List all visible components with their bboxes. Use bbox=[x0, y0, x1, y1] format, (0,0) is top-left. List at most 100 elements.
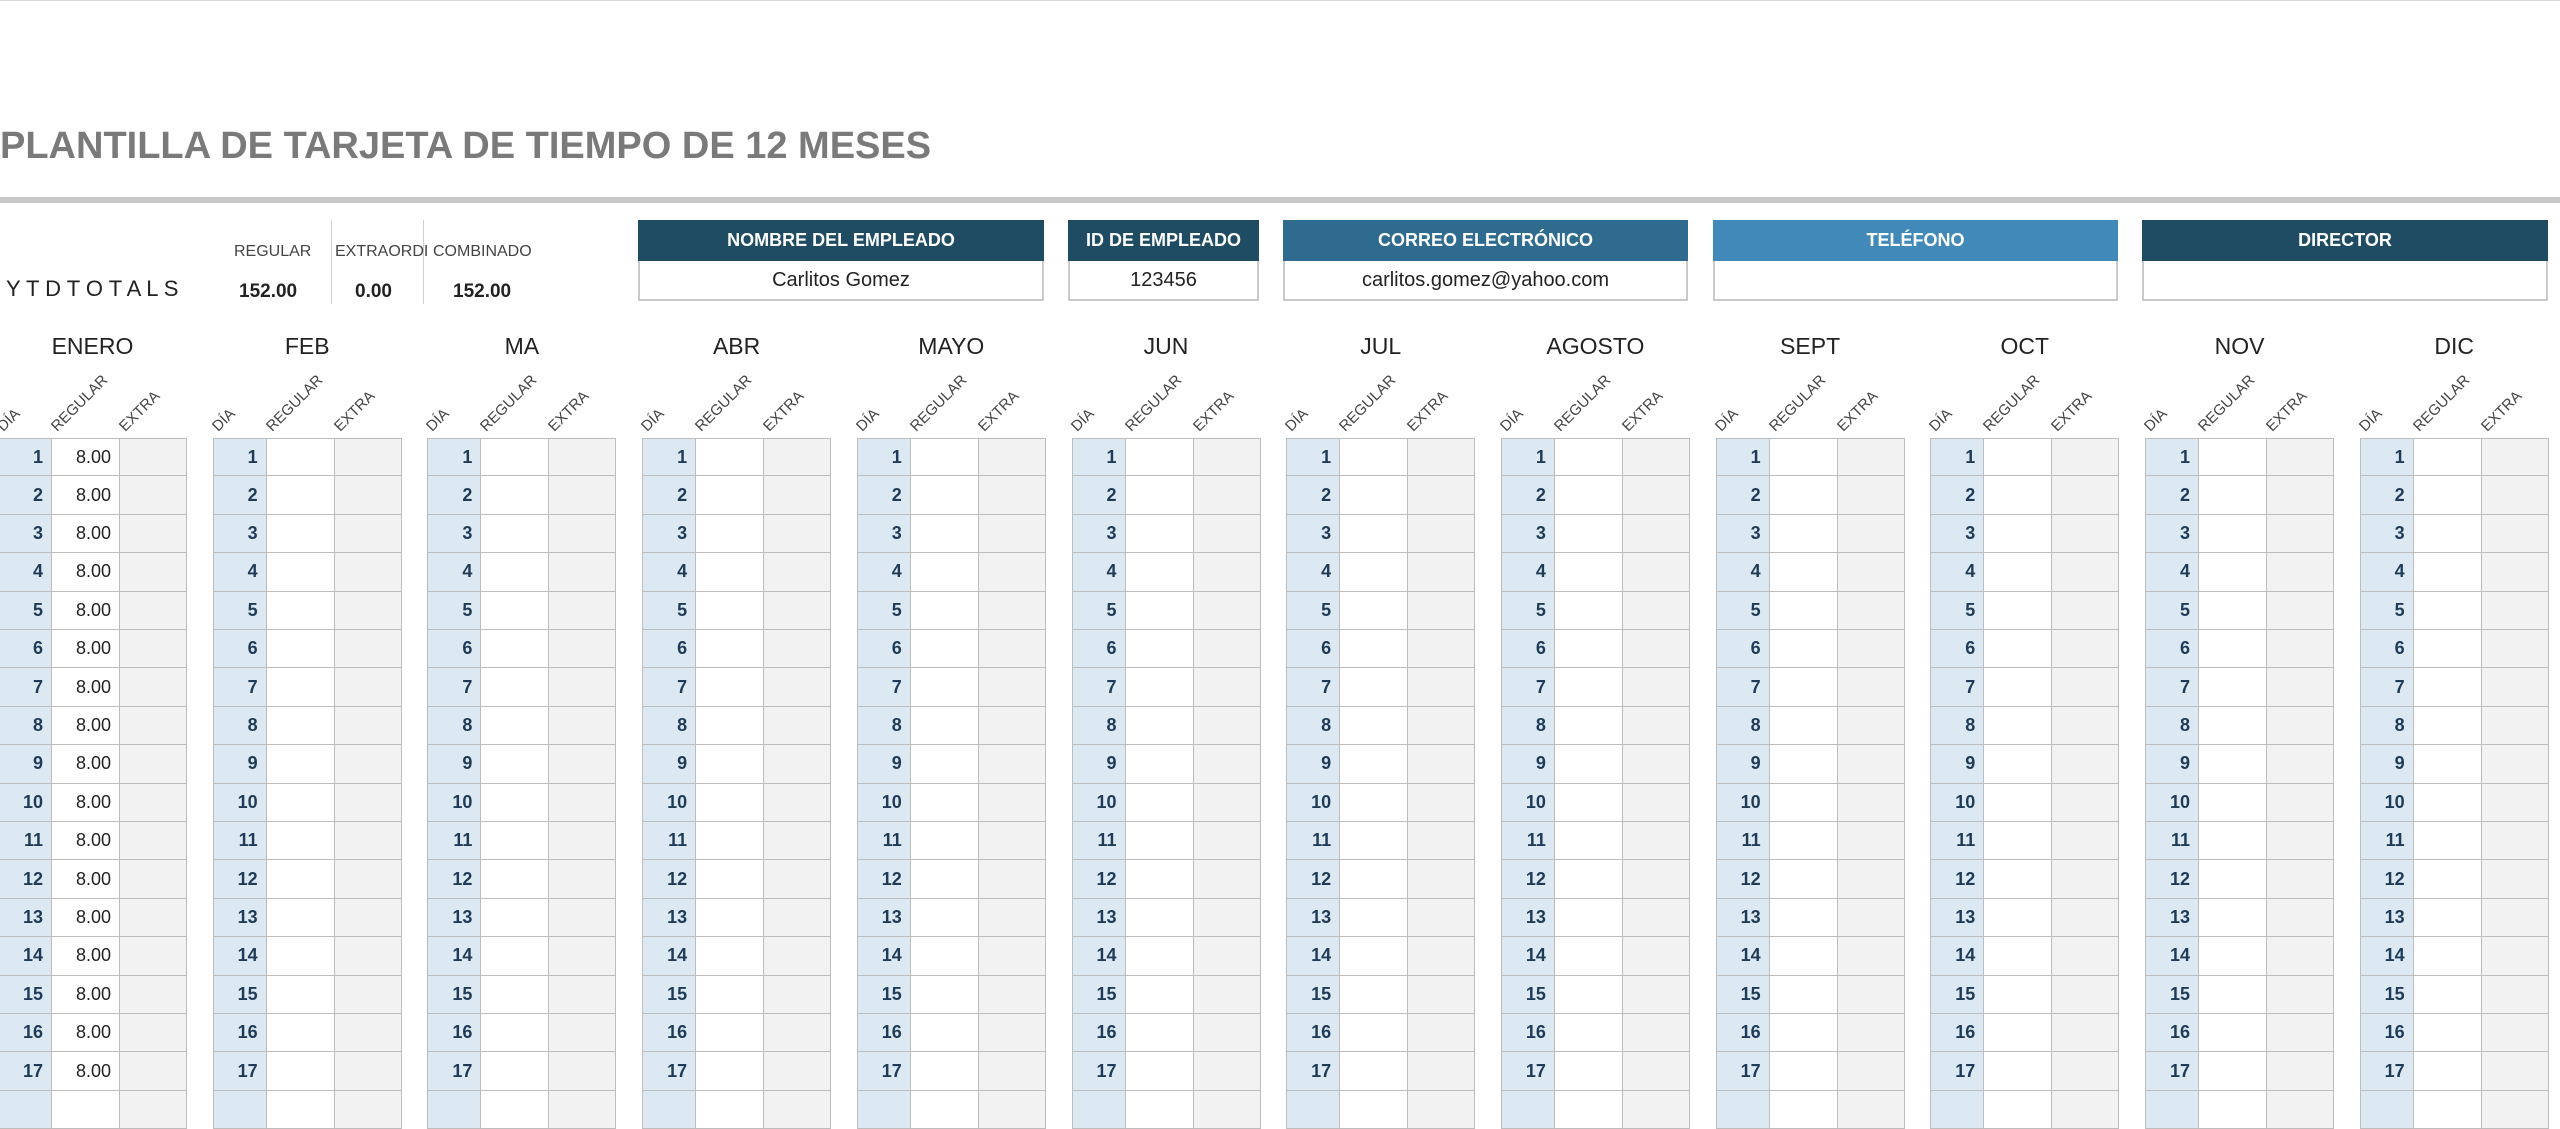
day-number: 10 bbox=[1071, 783, 1126, 822]
regular-hours bbox=[1340, 937, 1409, 976]
extra-hours bbox=[1193, 860, 1261, 899]
regular-hours bbox=[1554, 630, 1623, 669]
extra-hours bbox=[764, 860, 832, 899]
column-header: EXTRA bbox=[1189, 387, 1237, 435]
regular-hours bbox=[696, 630, 765, 669]
regular-hours bbox=[696, 937, 765, 976]
extra-hours bbox=[2481, 553, 2549, 592]
regular-hours bbox=[696, 975, 765, 1014]
extra-hours bbox=[1622, 514, 1690, 554]
day-number: 13 bbox=[1286, 898, 1341, 938]
extra-hours bbox=[2267, 937, 2334, 976]
regular-hours bbox=[696, 745, 765, 784]
day-number: 1 bbox=[1715, 438, 1770, 477]
day-number: 8 bbox=[1930, 706, 1985, 746]
day-number: 11 bbox=[212, 822, 267, 861]
extra-hours bbox=[978, 591, 1046, 630]
day-number: 17 bbox=[1071, 1052, 1126, 1091]
regular-hours bbox=[2413, 783, 2482, 822]
extra-hours bbox=[764, 975, 832, 1014]
regular-hours bbox=[481, 1052, 550, 1091]
regular-hours bbox=[1769, 553, 1838, 592]
day-number: 6 bbox=[1500, 630, 1555, 669]
day-number: 8 bbox=[427, 706, 482, 746]
day-number: 16 bbox=[1930, 1014, 1985, 1053]
day-number: 8 bbox=[2145, 706, 2199, 746]
extra-hours bbox=[1837, 630, 1905, 669]
regular-hours bbox=[481, 745, 550, 784]
column-header: EXTRA bbox=[1404, 387, 1452, 435]
extra-hours bbox=[978, 706, 1046, 746]
regular-hours: 8.00 bbox=[52, 822, 120, 861]
day-number: 1 bbox=[856, 438, 911, 477]
extra-hours bbox=[978, 438, 1046, 477]
column-header: DÍA bbox=[1496, 405, 1527, 435]
regular-hours bbox=[266, 822, 335, 861]
regular-hours bbox=[1125, 898, 1194, 938]
regular-hours bbox=[1984, 630, 2053, 669]
regular-hours bbox=[696, 1014, 765, 1053]
extra-hours bbox=[2481, 745, 2549, 784]
regular-hours bbox=[1125, 476, 1194, 515]
extra-hours bbox=[1193, 476, 1261, 515]
regular-hours bbox=[910, 1014, 979, 1053]
regular-hours bbox=[1984, 898, 2053, 938]
day-number: 4 bbox=[1715, 553, 1770, 592]
extra-hours bbox=[978, 476, 1046, 515]
day-number: 6 bbox=[642, 630, 697, 669]
regular-hours bbox=[910, 860, 979, 899]
day-number: 15 bbox=[1286, 975, 1341, 1014]
column-header: EXTRA bbox=[2477, 387, 2526, 435]
day-number: 5 bbox=[0, 591, 52, 630]
extra-hours bbox=[120, 706, 187, 746]
field-header: NOMBRE DEL EMPLEADO bbox=[638, 220, 1044, 261]
regular-hours bbox=[696, 860, 765, 899]
row bbox=[764, 1090, 832, 1129]
day-number: 16 bbox=[427, 1014, 482, 1053]
regular-hours bbox=[1340, 898, 1409, 938]
row bbox=[856, 1090, 911, 1129]
regular-hours bbox=[1769, 937, 1838, 976]
extra-hours bbox=[1193, 706, 1261, 746]
regular-hours bbox=[1554, 937, 1623, 976]
regular-hours bbox=[1984, 476, 2053, 515]
day-number: 3 bbox=[0, 514, 52, 554]
day-number: 10 bbox=[427, 783, 482, 822]
day-number: 16 bbox=[212, 1014, 267, 1053]
day-number: 13 bbox=[1715, 898, 1770, 938]
extra-hours bbox=[2052, 591, 2120, 630]
day-number: 12 bbox=[2359, 860, 2414, 899]
regular-hours bbox=[2199, 706, 2267, 746]
day-number: 17 bbox=[1286, 1052, 1341, 1091]
extra-hours bbox=[1408, 668, 1476, 707]
extra-hours bbox=[2052, 553, 2120, 592]
extra-hours bbox=[1408, 898, 1476, 938]
regular-hours bbox=[1340, 630, 1409, 669]
day-number: 6 bbox=[0, 630, 52, 669]
regular-hours bbox=[1125, 630, 1194, 669]
day-number: 5 bbox=[1071, 591, 1126, 630]
extra-hours bbox=[334, 514, 402, 554]
regular-hours bbox=[696, 898, 765, 938]
regular-hours bbox=[910, 822, 979, 861]
regular-hours bbox=[1125, 553, 1194, 592]
regular-hours bbox=[1769, 1014, 1838, 1053]
extra-hours bbox=[1837, 745, 1905, 784]
regular-hours bbox=[1769, 1052, 1838, 1091]
column-header: EXTRA bbox=[330, 387, 379, 435]
regular-hours bbox=[1554, 898, 1623, 938]
regular-hours bbox=[1554, 706, 1623, 746]
day-number: 7 bbox=[2359, 668, 2414, 707]
regular-hours bbox=[2199, 514, 2267, 554]
extra-hours bbox=[764, 438, 832, 477]
regular-hours bbox=[1554, 783, 1623, 822]
row bbox=[549, 1090, 617, 1129]
regular-hours bbox=[266, 1014, 335, 1053]
day-number: 11 bbox=[1286, 822, 1341, 861]
regular-hours bbox=[1340, 706, 1409, 746]
regular-hours bbox=[910, 898, 979, 938]
field-value: carlitos.gomez@yahoo.com bbox=[1283, 261, 1688, 301]
extra-hours bbox=[2481, 822, 2549, 861]
field-value bbox=[1713, 261, 2118, 301]
extra-hours bbox=[1837, 438, 1905, 477]
